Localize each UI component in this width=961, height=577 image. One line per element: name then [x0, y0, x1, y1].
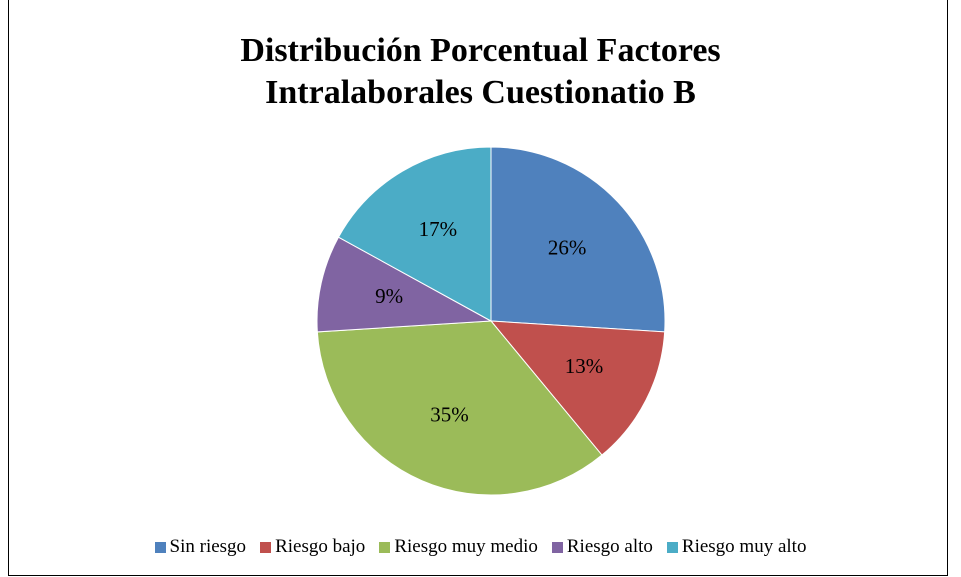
chart-frame [8, 0, 948, 576]
data-label: 17% [419, 217, 458, 241]
legend-item: Sin riesgo [154, 536, 247, 558]
chart-title: Distribución Porcentual Factores Intrala… [240, 32, 721, 111]
legend-swatch [154, 541, 166, 553]
pie-slice [316, 320, 603, 496]
legend-swatch [379, 541, 391, 553]
legend-label: Riesgo muy medio [394, 536, 538, 557]
legend-swatch [666, 541, 678, 553]
legend-item: Riesgo bajo [260, 536, 365, 558]
legend-label: Riesgo muy alto [681, 536, 807, 557]
legend-swatch [551, 541, 563, 553]
legend-item: Riesgo muy medio [379, 536, 538, 558]
legend-swatch [260, 541, 272, 553]
data-label: 13% [565, 354, 604, 378]
data-label: 35% [430, 403, 469, 427]
data-label: 9% [375, 284, 403, 308]
legend-label: Riesgo bajo [275, 536, 366, 557]
legend: Sin riesgo Riesgo bajo Riesgo muy medio Rie… [0, 536, 961, 558]
legend-label: Sin riesgo [169, 536, 247, 557]
legend-item: Riesgo alto [551, 536, 653, 558]
data-label: 26% [548, 235, 587, 259]
pie-slice [337, 146, 492, 322]
legend-label: Riesgo alto [566, 536, 653, 557]
pie-slice [489, 320, 666, 456]
pie-slice [490, 146, 666, 333]
pie-slice [316, 236, 493, 333]
legend-item: Riesgo muy alto [666, 536, 807, 558]
chart-title-box: Distribución Porcentual Factores Intrala… [0, 30, 961, 114]
